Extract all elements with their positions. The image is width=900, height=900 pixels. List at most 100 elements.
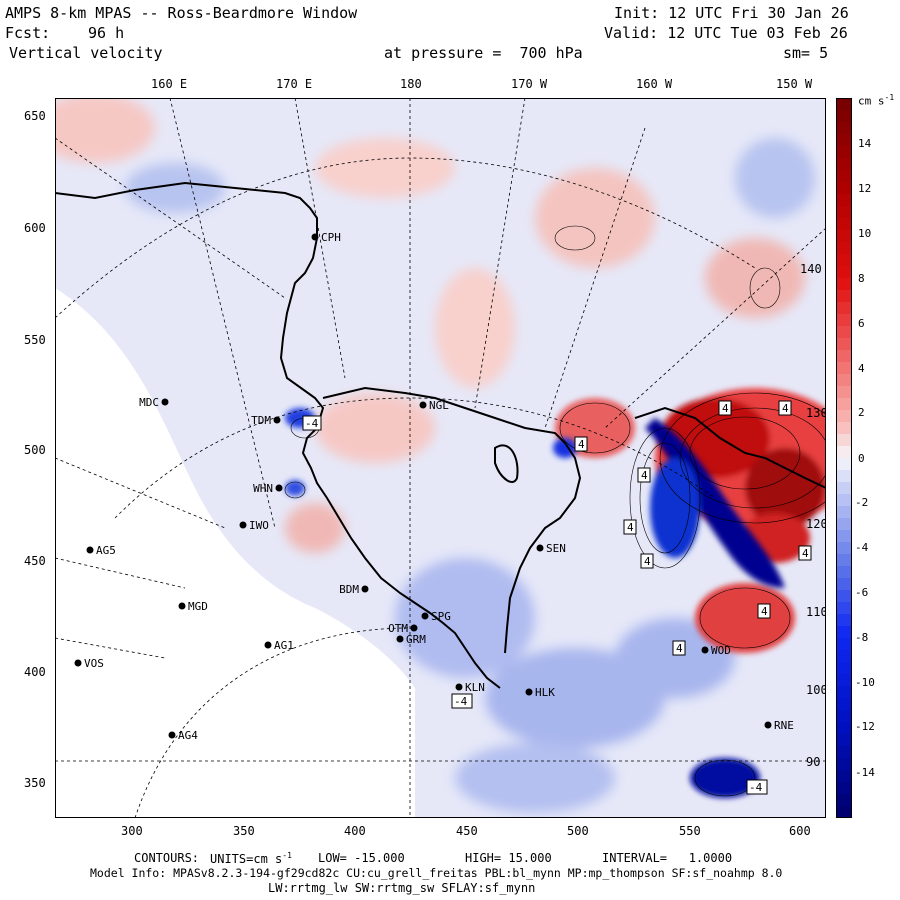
svg-text:4: 4 [782,402,789,415]
lon-label-right: 100 W [806,683,826,697]
colorbar-label: -12 [855,720,875,733]
colorbar-band [836,650,852,663]
colorbar-label: -4 [855,541,869,554]
colorbar-label: -10 [855,676,875,689]
contour-label: -4 [302,415,322,431]
plot-title: AMPS 8-km MPAS -- Ross-Beardmore Window [5,4,358,22]
colorbar-band [836,206,852,219]
colorbar-label: 14 [858,137,872,150]
colorbar-label: -14 [855,766,875,779]
station-label-mgd: MGD [188,600,208,613]
colorbar-band [836,794,852,807]
station-label-iwo: IWO [249,519,269,532]
colorbar-band [836,254,852,267]
svg-text:-4: -4 [454,695,468,708]
colorbar-band [836,398,852,411]
station-label-kln: KLN [465,681,485,694]
colorbar-label: 12 [858,182,872,195]
graticule [55,98,826,818]
colorbar-band [836,518,852,531]
colorbar-band [836,638,852,651]
colorbar-label: -8 [855,631,869,644]
svg-text:-4: -4 [749,781,763,794]
station-dot [239,521,247,529]
station-dot [410,624,418,632]
colorbar-band [836,410,852,423]
contour-label: 4 [640,553,654,569]
station-label-ag5: AG5 [96,544,116,557]
lon-label-right: 90 W [806,755,826,769]
colorbar-band [836,314,852,327]
station-dot [311,233,319,241]
lon-label: 180 [400,77,422,91]
colorbar-band [836,590,852,603]
field-name: Vertical velocity [9,44,163,62]
station-label-ag1: AG1 [274,639,294,652]
colorbar-band [836,806,852,818]
colorbar-band [836,362,852,375]
y-tick: 450 [24,554,46,568]
colorbar-label: 2 [858,406,865,419]
colorbar-band [836,662,852,675]
svg-text:4: 4 [644,555,651,568]
colorbar-frame [836,98,852,818]
station-dot [361,585,369,593]
colorbar-band [836,242,852,255]
station-label-bdm: BDM [339,583,359,596]
smoothing: sm= 5 [783,44,829,62]
units-label: UNITS=cm s-1 [210,851,292,866]
lon-label-right: 130 W [806,406,826,420]
station-label-otm: OTM [388,622,408,635]
x-tick: 400 [344,824,366,838]
colorbar-band [836,506,852,519]
station-dot [178,602,186,610]
colorbar-band [836,602,852,615]
station-label-ngl: NGL [429,399,449,412]
colorbar-band [836,578,852,591]
colorbar-band [836,278,852,291]
colorbar-band [836,554,852,567]
colorbar-band [836,494,852,507]
station-dot [74,659,82,667]
station-dot [275,484,283,492]
lon-label-right: 110 W [806,605,826,619]
station-dot [168,731,176,739]
station-dot [536,544,544,552]
station-label-cph: CPH [321,231,341,244]
station-label-sen: SEN [546,542,566,555]
colorbar-label: -6 [855,586,869,599]
y-tick: 650 [24,109,46,123]
y-tick: 350 [24,776,46,790]
forecast-hour: 96 h [88,24,125,42]
interval-value: INTERVAL= 1.0000 [602,851,733,865]
coastline [55,181,826,689]
colorbar-band [836,326,852,339]
station-dot [273,416,281,424]
colorbar-band [836,374,852,387]
vertical-velocity-map: 4 4 -4 4 4 4 4 4 4 4 4 -4 -4 CPH MDC NGL TD… [55,98,826,818]
contour-label: 4 [778,400,792,416]
svg-text:4: 4 [802,547,809,560]
station-label-ag4: AG4 [178,729,198,742]
colorbar-band [836,770,852,783]
station-label-vos: VOS [84,657,104,670]
model-info: Model Info: MPASv8.2.3-194-gf29cd82c CU:… [90,866,783,880]
y-tick: 500 [24,443,46,457]
colorbar-band [836,734,852,747]
init-time: Init: 12 UTC Fri 30 Jan 26 [614,4,849,22]
colorbar-band [836,674,852,687]
colorbar-label: 8 [858,272,865,285]
valid-time: Valid: 12 UTC Tue 03 Feb 26 [604,24,848,42]
x-tick: 550 [679,824,701,838]
pressure-level: at pressure = 700 hPa [384,44,583,62]
contour-label: 4 [623,519,637,535]
contour-label: -4 [451,693,473,709]
colorbar-band [836,146,852,159]
y-tick: 550 [24,333,46,347]
colorbar-band [836,746,852,759]
colorbar-band [836,122,852,135]
no-data-region [55,288,415,818]
station-dot [525,688,533,696]
x-tick: 300 [121,824,143,838]
colorbar-band [836,134,852,147]
